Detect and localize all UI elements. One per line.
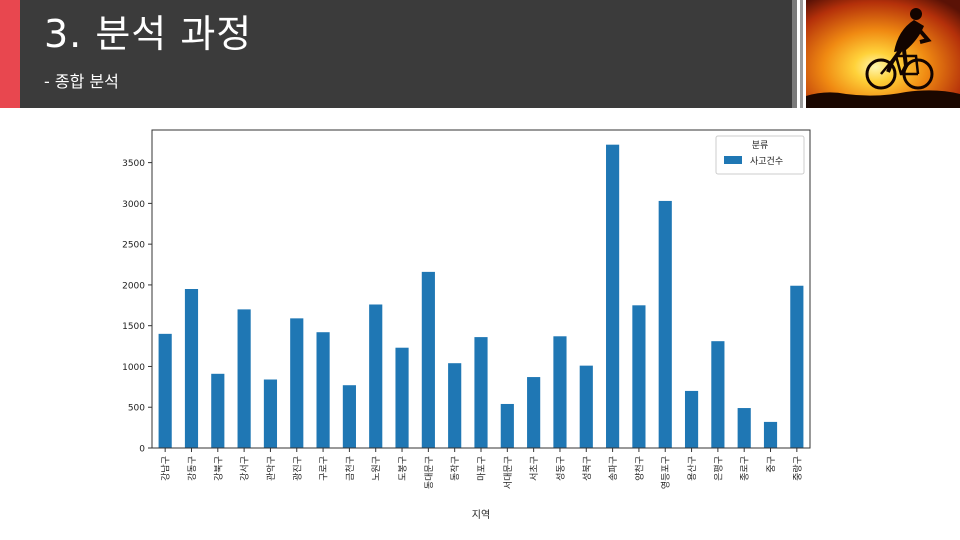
bar-강서구: [237, 309, 251, 448]
x-tick-label: 강동구: [187, 456, 198, 481]
y-tick-label: 2500: [122, 241, 145, 251]
bar-마포구: [474, 337, 488, 448]
x-tick-label: 중구: [766, 456, 777, 473]
legend-swatch: [724, 156, 742, 164]
x-tick-label: 강서구: [240, 456, 251, 481]
y-axis: 0 500 1000 1500 2000 2500 3000 3500: [122, 159, 152, 455]
x-tick-label: 광진구: [291, 456, 303, 481]
slide-title: 3. 분석 과정: [44, 12, 253, 56]
x-tick-label: 노원구: [371, 456, 382, 481]
bar-은평구: [711, 341, 725, 448]
bar-중랑구: [790, 285, 804, 448]
bar-중구: [763, 421, 778, 448]
x-tick-label: 영등포구: [661, 456, 672, 489]
bar-종로구: [737, 408, 751, 448]
accent-bar: [0, 0, 20, 108]
bar-관악구: [263, 379, 278, 448]
x-tick-label: 강남구: [161, 456, 172, 481]
x-tick-label: 송파구: [608, 456, 619, 481]
y-tick-label: 3000: [122, 200, 145, 210]
y-tick-label: 2000: [122, 281, 145, 291]
x-tick-label: 강북구: [213, 456, 224, 481]
x-tick-label: 구로구: [319, 456, 330, 481]
divider-bar-thin: [800, 0, 803, 108]
bar-구로구: [316, 332, 330, 448]
bar-서초구: [527, 377, 541, 448]
x-tick-label: 금천구: [345, 456, 356, 481]
bar-영등포구: [658, 200, 672, 448]
y-tick-label: 0: [139, 445, 145, 455]
y-tick-label: 1000: [122, 363, 145, 373]
bar-노원구: [369, 304, 383, 448]
bar-광진구: [290, 318, 304, 448]
x-axis: 강남구 강동구 강북구 강서구 관악구 광진구 구로구 금천구 노원구 도봉구 동대문구 동작구 마포구…: [161, 448, 803, 489]
x-tick-label: 중랑구: [791, 456, 803, 481]
x-tick-label: 관악구: [265, 456, 277, 481]
legend-title: 분류: [752, 140, 769, 151]
bar-chart: 0 500 1000 1500 2000 2500 3000 3500 강남구 강동구 강북구 강서…: [122, 129, 811, 521]
legend-series-label: 사고건수: [750, 156, 783, 167]
slide-subtitle: - 종합 분석: [44, 72, 119, 91]
bar-서대문구: [500, 403, 514, 448]
bar-용산구: [684, 390, 699, 448]
bar-양천구: [632, 305, 646, 448]
title-banner: 3. 분석 과정 - 종합 분석: [20, 0, 792, 108]
y-tick-label: 1500: [122, 322, 145, 332]
x-tick-label: 용산구: [687, 456, 698, 481]
x-tick-label: 도봉구: [398, 456, 409, 481]
bar-성동구: [553, 336, 567, 448]
bar-강북구: [211, 373, 225, 448]
bar-동대문구: [421, 271, 435, 448]
x-tick-label: 은평구: [713, 456, 724, 481]
cyclist-sunset-photo: [806, 0, 960, 108]
bar-도봉구: [395, 347, 409, 448]
x-tick-label: 서대문구: [503, 456, 514, 489]
legend: 분류 사고건수: [715, 135, 805, 175]
y-tick-label: 500: [128, 404, 145, 414]
x-axis-label: 지역: [472, 509, 490, 521]
plot-frame: [151, 129, 811, 449]
bar-강동구: [184, 289, 199, 448]
y-tick-label: 3500: [122, 159, 145, 169]
x-tick-label: 양천구: [634, 456, 645, 481]
x-tick-label: 성동구: [555, 456, 566, 481]
bar-금천구: [342, 385, 356, 448]
legend-box: [715, 135, 805, 175]
x-tick-label: 종로구: [740, 456, 751, 481]
x-tick-label: 성북구: [582, 456, 593, 481]
x-tick-label: 동작구: [450, 456, 461, 481]
bar-동작구: [448, 363, 462, 448]
divider-bar: [792, 0, 797, 108]
bar-강남구: [158, 333, 172, 448]
bar-송파구: [606, 144, 620, 448]
x-tick-label: 동대문구: [424, 456, 435, 489]
x-tick-label: 서초구: [529, 456, 540, 481]
bar-성북구: [579, 365, 593, 448]
x-tick-label: 마포구: [477, 456, 488, 481]
bars-group: [158, 144, 804, 448]
